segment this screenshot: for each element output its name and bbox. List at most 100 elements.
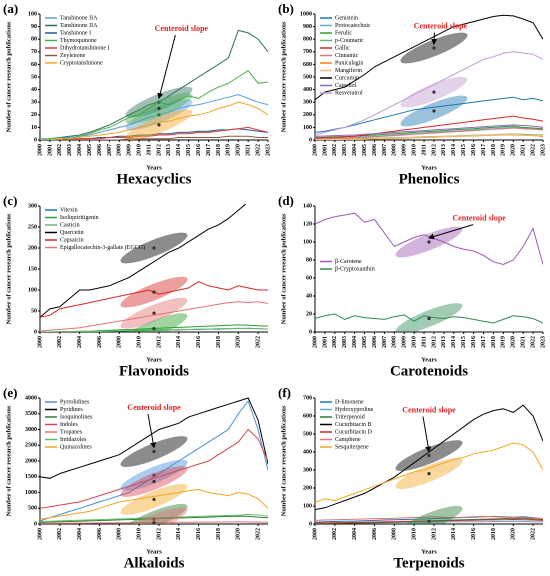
centroid-point: [152, 517, 156, 521]
legend-label: Quercetin: [60, 230, 84, 236]
x-tick-label: 2012: [156, 144, 162, 156]
y-tick-label: 80: [31, 37, 37, 43]
legend-label: Hydroxyproline: [335, 407, 374, 413]
x-tick-label: 2022: [530, 528, 536, 540]
legend-label: Pyrrolidines: [60, 399, 90, 405]
centroid-point: [157, 106, 161, 111]
legend-label: Zeylenone: [60, 53, 86, 59]
legend-label: Quinazolines: [60, 444, 92, 450]
chart-title: Alkaloids: [124, 555, 185, 571]
chart-title: Terpenoids: [393, 555, 464, 571]
series-line: [40, 29, 268, 140]
centroid-point: [432, 109, 436, 113]
x-tick-label: 2020: [236, 528, 242, 540]
x-tick-label: 2009: [402, 144, 408, 156]
x-tick-label: 2017: [481, 336, 487, 348]
x-tick-label: 2014: [176, 144, 182, 156]
x-tick-label: 2010: [137, 336, 143, 348]
series-group: [40, 29, 268, 140]
x-tick-label: 2004: [77, 336, 83, 348]
legend-label: Isoquinolines: [60, 414, 93, 420]
series-line: [40, 126, 268, 140]
x-tick-label: 2010: [412, 528, 418, 540]
panel: (d) 0 20 40 60 80 100 120 140 2000 2001 2002 2003 200…: [278, 193, 546, 379]
legend-label: Cryptotanshinone: [60, 60, 103, 66]
y-tick-label: 400: [303, 449, 312, 455]
legend-label: β-Cryptoxanthin: [335, 266, 375, 272]
x-tick-label: 2001: [322, 336, 328, 348]
x-tick-label: 2000: [37, 336, 43, 348]
annotation: Centeroid slope: [414, 21, 468, 30]
y-tick-label: 0: [309, 329, 312, 335]
x-tick-label: 2004: [352, 336, 358, 348]
y-tick-label: 40: [306, 293, 312, 299]
x-tick-label: 2016: [471, 144, 477, 156]
centroid-point: [427, 316, 431, 321]
x-axis-label: Years: [421, 164, 437, 171]
y-tick-label: 60: [306, 275, 312, 281]
centroid-point: [427, 519, 431, 523]
x-tick-label: 2016: [471, 336, 477, 348]
y-tick-label: 3000: [25, 427, 37, 433]
x-tick-label: 2008: [117, 528, 123, 540]
legend-label: Cucurbitacin D: [335, 429, 372, 435]
y-axis-label: Number of cancer research publications: [5, 405, 12, 516]
panel: (c) 0 50 100 150 200 250 300 2000 2002 2004 2006 200…: [3, 193, 268, 379]
x-tick-label: 2008: [392, 528, 398, 540]
y-tick-label: 120: [303, 221, 312, 227]
x-tick-label: 2012: [431, 144, 437, 156]
x-tick-label: 2000: [37, 144, 43, 156]
legend-label: Pyridines: [60, 407, 83, 413]
legend-label: Camphene: [335, 437, 361, 443]
x-tick-label: 2008: [117, 336, 123, 348]
x-tick-label: 2012: [431, 528, 437, 540]
x-tick-label: 2014: [451, 144, 457, 156]
x-tick-label: 2017: [481, 144, 487, 156]
series-line: [40, 301, 268, 332]
x-tick-label: 2014: [176, 528, 182, 540]
y-tick-label: 100: [303, 503, 312, 509]
centroid-point: [432, 46, 436, 50]
x-tick-label: 2022: [530, 336, 536, 348]
y-tick-label: 30: [31, 100, 37, 106]
x-tick-label: 2010: [412, 336, 418, 348]
x-tick-label: 2007: [382, 336, 388, 348]
legend-label: Cucurbitacin B: [335, 422, 372, 428]
x-tick-label: 2023: [265, 144, 271, 156]
series-line: [315, 442, 543, 503]
x-tick-label: 2010: [137, 528, 143, 540]
x-tick-label: 2006: [372, 144, 378, 156]
y-tick-label: 4000: [25, 395, 37, 401]
legend-label: D-limonene: [335, 399, 364, 405]
x-tick-label: 2003: [67, 144, 73, 156]
legend-label: Capsaicin: [60, 237, 84, 243]
y-tick-label: 500: [303, 74, 312, 80]
y-tick-label: 600: [303, 413, 312, 419]
x-tick-label: 2010: [137, 144, 143, 156]
y-tick-label: 1000: [25, 490, 37, 496]
y-tick-label: 500: [303, 431, 312, 437]
x-tick-label: 2013: [441, 144, 447, 156]
x-tick-label: 2013: [441, 336, 447, 348]
y-tick-label: 50: [31, 308, 37, 314]
legend-label: Gallic: [335, 45, 350, 51]
x-axis-label: Years: [421, 356, 437, 363]
series-line: [315, 115, 543, 139]
y-tick-label: 1500: [25, 474, 37, 480]
legend-label: Sesquiterpene: [335, 444, 369, 450]
x-tick-label: 2021: [521, 144, 527, 156]
panel-label: (e): [3, 385, 17, 400]
legend-label: Imidazoles: [60, 437, 87, 443]
centroid-point: [152, 246, 156, 250]
x-tick-label: 2007: [107, 144, 113, 156]
x-tick-label: 2022: [255, 336, 261, 348]
y-tick-label: 70: [31, 49, 37, 55]
x-tick-label: 2020: [511, 528, 517, 540]
series-line: [315, 51, 543, 136]
y-tick-label: 140: [303, 203, 312, 209]
series-line: [315, 14, 543, 101]
y-tick-label: 250: [28, 224, 37, 230]
y-axis-label: Number of cancer research publications: [280, 405, 287, 516]
y-tick-label: 300: [28, 203, 37, 209]
